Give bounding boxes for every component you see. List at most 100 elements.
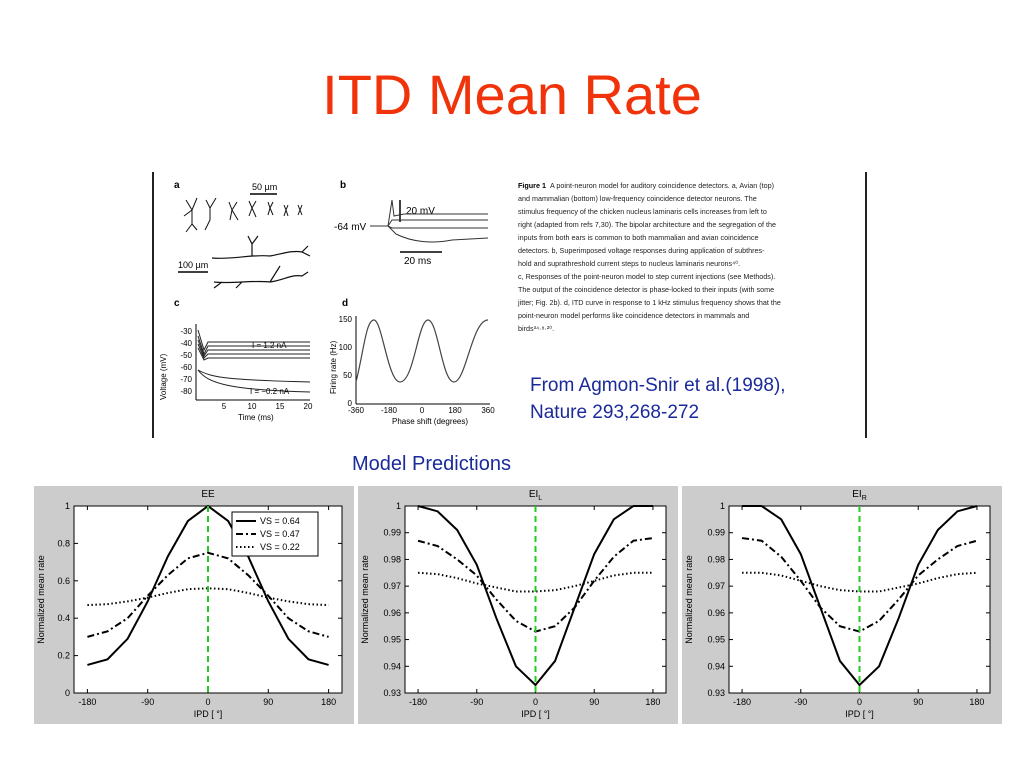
y-tick-label: 0.96 bbox=[383, 608, 401, 618]
x-tick-label: -90 bbox=[794, 697, 807, 707]
y-tick-label: 0.95 bbox=[707, 635, 725, 645]
panel-d-ylabel: Firing rate (Hz) bbox=[329, 340, 338, 394]
chart-ee: EE 0 0.2 0.4 0.6 0.8 1 -180 -90 0 90 180 IPD [ °] Nor… bbox=[36, 489, 343, 719]
y-tick-label: 0.6 bbox=[57, 576, 70, 586]
panel-d-xtick: -360 bbox=[348, 406, 365, 415]
caption-body: A point-neuron model for auditory coinci… bbox=[517, 181, 781, 333]
caption-heading: Figure 1 bbox=[518, 181, 546, 190]
legend-label: VS = 0.22 bbox=[260, 542, 300, 552]
series-line bbox=[87, 587, 329, 607]
figure-left-rule bbox=[152, 172, 154, 438]
chart-panel-ei-r: EIR 0.93 0.94 0.95 0.96 0.97 0.98 0.99 1 -180 -90 0… bbox=[682, 486, 1002, 724]
neuron-drawings-mammal bbox=[211, 235, 311, 289]
citation-line-1: From Agmon-Snir et al.(1998), bbox=[530, 375, 786, 396]
panel-c-traces bbox=[197, 329, 311, 393]
panel-c-xlabel: Time (ms) bbox=[238, 413, 274, 422]
chart-title: EE bbox=[201, 489, 215, 500]
section-label: Model Predictions bbox=[352, 453, 511, 475]
x-axis-label: IPD [ °] bbox=[521, 709, 550, 719]
x-tick-label: 0 bbox=[205, 697, 210, 707]
panel-c-letter: c bbox=[174, 298, 180, 309]
y-axis-label: Normalized mean rate bbox=[36, 555, 46, 644]
chart-title-subscript: R bbox=[862, 495, 867, 502]
caption-line: A point-neuron model for auditory coinci… bbox=[550, 181, 774, 190]
panel-c-ylabel: Voltage (mV) bbox=[159, 353, 168, 400]
series-line bbox=[742, 505, 978, 687]
panel-d-xtick: 0 bbox=[420, 406, 425, 415]
y-tick-label: 0 bbox=[65, 688, 70, 698]
x-axis-label: IPD [ °] bbox=[845, 709, 874, 719]
chart-title-subscript: L bbox=[538, 495, 542, 502]
x-tick-label: 90 bbox=[913, 697, 923, 707]
chart-title: EIL bbox=[529, 489, 542, 502]
slide-title: ITD Mean Rate bbox=[322, 63, 702, 126]
panel-c-xtick: 20 bbox=[304, 402, 313, 411]
figure-right-rule bbox=[865, 172, 867, 438]
legend-label: VS = 0.64 bbox=[260, 516, 300, 526]
panel-d-ytick: 0 bbox=[348, 399, 353, 408]
chart-ei-l: EIL 0.93 0.94 0.95 0.96 0.97 0.98 0.99 1 -180 -90 0… bbox=[360, 489, 667, 719]
panel-b-rest: -64 mV bbox=[334, 222, 367, 233]
series-line bbox=[87, 551, 329, 638]
panel-c-ytick: -60 bbox=[180, 363, 192, 372]
caption-line: right (adapted from refs 7,30). The bipo… bbox=[518, 220, 776, 229]
x-tick-label: 90 bbox=[589, 697, 599, 707]
y-tick-label: 0.98 bbox=[707, 554, 725, 564]
legend-label: VS = 0.47 bbox=[260, 529, 300, 539]
panel-c-label-top: I = 1.2 nA bbox=[252, 341, 287, 350]
y-tick-label: 0.94 bbox=[707, 661, 725, 671]
y-tick-label: 0.97 bbox=[383, 581, 401, 591]
series-line bbox=[417, 505, 653, 687]
y-tick-label: 1 bbox=[396, 501, 401, 511]
panel-d-xlabel: Phase shift (degrees) bbox=[392, 417, 468, 426]
y-tick-label: 0.8 bbox=[57, 538, 70, 548]
x-tick-label: 90 bbox=[263, 697, 273, 707]
y-tick-label: 0.94 bbox=[383, 661, 401, 671]
panel-c-ytick: -80 bbox=[180, 387, 192, 396]
panel-c-label-bottom: I = −0.2 nA bbox=[250, 387, 290, 396]
figure-drawing: a 50 µm 100 µm b 20 mV -64 mV bbox=[159, 180, 781, 426]
panel-c-yticks: -30 -40 -50 -60 -70 -80 bbox=[180, 327, 192, 396]
x-tick-label: 0 bbox=[533, 697, 538, 707]
chart-panel-ei-l: EIL 0.93 0.94 0.95 0.96 0.97 0.98 0.99 1 -180 -90 0… bbox=[358, 486, 678, 724]
panel-a-scale2: 100 µm bbox=[178, 260, 208, 270]
panel-d-letter: d bbox=[342, 298, 348, 309]
panel-d-xtick: 180 bbox=[448, 406, 462, 415]
caption-line: and mammalian (bottom) low-frequency coi… bbox=[518, 194, 757, 203]
x-tick-label: -180 bbox=[409, 697, 427, 707]
panel-b-traces bbox=[370, 199, 489, 243]
panel-d-ytick: 50 bbox=[343, 371, 352, 380]
y-tick-label: 0.98 bbox=[383, 554, 401, 564]
x-tick-label: -90 bbox=[141, 697, 154, 707]
caption-line: jitter; Fig. 2b). d, ITD curve in respon… bbox=[517, 298, 781, 307]
x-tick-label: 180 bbox=[645, 697, 660, 707]
panel-b-tscale-label: 20 ms bbox=[404, 256, 431, 267]
y-tick-label: 0.2 bbox=[57, 651, 70, 661]
paper-figure: a 50 µm 100 µm b 20 mV -64 mV bbox=[152, 170, 868, 438]
x-tick-label: 180 bbox=[321, 697, 336, 707]
panel-a-letter: a bbox=[174, 180, 180, 191]
y-tick-label: 0.93 bbox=[383, 688, 401, 698]
x-tick-label: -180 bbox=[733, 697, 751, 707]
caption-line: point-neuron model performs like coincid… bbox=[518, 311, 749, 320]
x-tick-label: -180 bbox=[78, 697, 96, 707]
panel-c-xticks: 5 10 15 20 bbox=[222, 402, 313, 411]
caption-line: birds³⁴·⁸·²⁰. bbox=[518, 324, 554, 333]
panel-d-yticks: 150 100 50 0 bbox=[339, 315, 353, 408]
panel-d-ytick: 100 bbox=[339, 343, 353, 352]
y-tick-label: 0.99 bbox=[383, 528, 401, 538]
caption-line: hold and suprathreshold current steps to… bbox=[518, 259, 740, 268]
panel-c-ytick: -40 bbox=[180, 339, 192, 348]
citation: From Agmon-Snir et al.(1998), Nature 293… bbox=[530, 372, 786, 426]
y-tick-label: 0.97 bbox=[707, 581, 725, 591]
panel-d-curve bbox=[355, 319, 489, 383]
panel-c-ytick: -30 bbox=[180, 327, 192, 336]
x-tick-label: 180 bbox=[969, 697, 984, 707]
neuron-drawings-avian bbox=[183, 197, 303, 233]
y-tick-label: 1 bbox=[720, 501, 725, 511]
caption-line: inputs from both ears is common to both … bbox=[518, 233, 759, 242]
x-tick-label: 0 bbox=[857, 697, 862, 707]
y-tick-label: 0.99 bbox=[707, 528, 725, 538]
y-axis-label: Normalized mean rate bbox=[684, 555, 694, 644]
panel-b-letter: b bbox=[340, 180, 346, 191]
